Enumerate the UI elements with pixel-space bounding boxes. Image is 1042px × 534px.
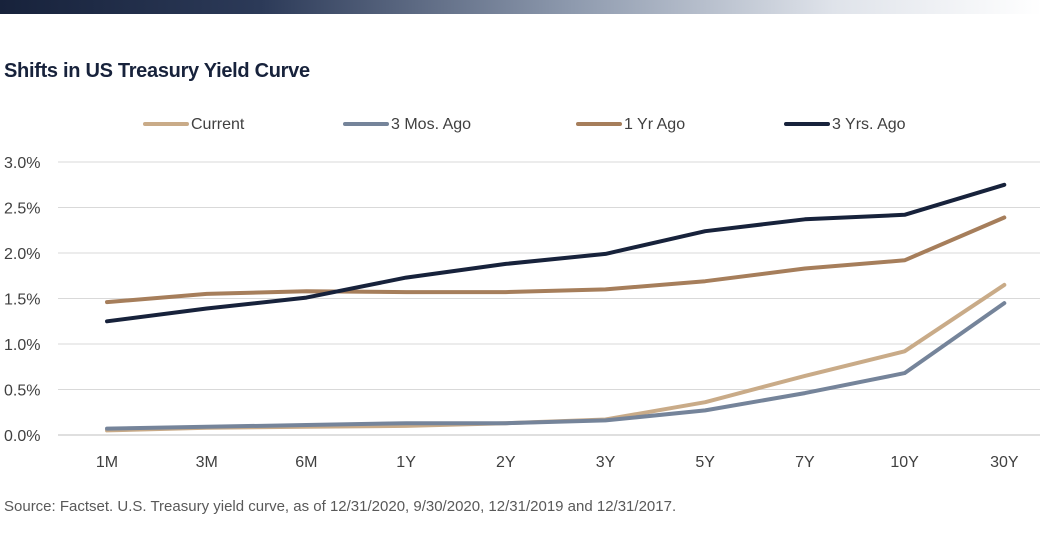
x-axis-ticks: 1M 3M 6M 1Y 2Y 3Y 5Y 7Y 10Y 30Y [96,454,1019,471]
x-tick-label: 5Y [695,454,715,471]
legend-label: 3 Mos. Ago [391,116,471,133]
y-tick-label: 2.5% [4,201,40,218]
y-tick-label: 2.0% [4,246,40,263]
y-tick-label: 0.0% [4,428,40,445]
series-line [105,215,1007,305]
x-tick-label: 10Y [890,454,919,471]
y-tick-label: 0.5% [4,383,40,400]
legend-label: 1 Yr Ago [624,116,685,133]
x-tick-label: 1M [96,454,118,471]
header-gradient-bar [0,0,1042,14]
legend-label: Current [191,116,245,133]
x-tick-label: 1Y [396,454,416,471]
x-tick-label: 6M [295,454,317,471]
series-lines [105,182,1007,433]
x-tick-label: 7Y [795,454,815,471]
x-tick-label: 2Y [496,454,516,471]
gridlines [58,161,1040,436]
series-line [105,282,1007,433]
y-tick-label: 3.0% [4,155,40,172]
x-tick-label: 30Y [990,454,1019,471]
x-tick-label: 3M [196,454,218,471]
y-axis-ticks: 0.0% 0.5% 1.0% 1.5% 2.0% 2.5% 3.0% [4,155,40,445]
series-line [105,182,1007,324]
y-tick-label: 1.5% [4,292,40,309]
yield-curve-chart: Current 3 Mos. Ago 1 Yr Ago 3 Yrs. Ago 0.0%… [4,116,1040,471]
source-note: Source: Factset. U.S. Treasury yield cur… [4,498,677,515]
chart-title: Shifts in US Treasury Yield Curve [4,60,310,82]
legend-label: 3 Yrs. Ago [832,116,906,133]
series-line [105,301,1007,431]
y-tick-label: 1.0% [4,337,40,354]
chart-legend: Current 3 Mos. Ago 1 Yr Ago 3 Yrs. Ago [143,116,906,133]
x-tick-label: 3Y [596,454,616,471]
